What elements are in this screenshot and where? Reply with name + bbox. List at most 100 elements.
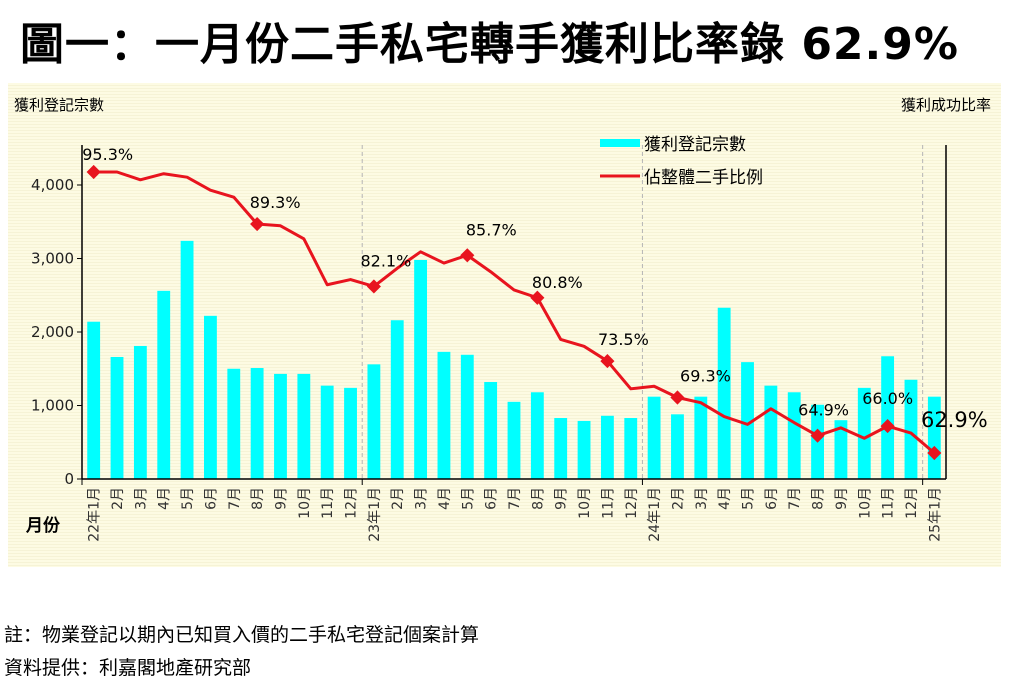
combo-chart: 0 1,000 2,000 3,000 4,000 22年1月 2月 3月 4月 5月 6月 7月 8月… xyxy=(8,83,1001,567)
bar-10 xyxy=(320,385,334,479)
ratio-marker-34 xyxy=(880,419,895,434)
y-axis-title-right: 獲利成功比率 xyxy=(901,96,991,114)
bar-24 xyxy=(647,396,661,479)
bar-17 xyxy=(484,381,498,479)
x-tick-label: 5月 xyxy=(741,487,757,510)
plot-background xyxy=(8,83,1001,567)
x-tick-label: 5月 xyxy=(180,487,196,510)
bar-14 xyxy=(414,259,428,479)
x-tick-label: 12月 xyxy=(624,487,640,519)
legend-swatch-bars xyxy=(600,139,640,147)
x-tick-label: 12月 xyxy=(904,487,920,519)
bar-7 xyxy=(250,368,264,479)
data-label-0: 95.3% xyxy=(82,145,133,164)
ratio-marker-19 xyxy=(530,290,545,305)
x-tick-label: 4月 xyxy=(717,487,733,510)
bar-34 xyxy=(881,356,895,479)
data-label-31: 64.9% xyxy=(798,401,849,420)
x-tick-label: 9月 xyxy=(554,487,570,510)
source-credit: 資料提供：利嘉閣地產研究部 xyxy=(4,657,252,679)
ratio-marker-36 xyxy=(927,445,942,461)
x-tick-label: 3月 xyxy=(694,487,710,510)
x-tick-label: 8月 xyxy=(250,487,266,510)
bar-0 xyxy=(87,321,101,479)
x-tick-label: 4月 xyxy=(437,487,453,510)
bar-12 xyxy=(367,364,381,479)
bar-3 xyxy=(157,290,171,479)
bar-16 xyxy=(460,354,474,479)
bar-27 xyxy=(717,307,731,479)
x-tick-label: 11月 xyxy=(600,487,616,519)
x-tick-label: 3月 xyxy=(133,487,149,510)
bar-21 xyxy=(577,420,591,479)
bar-13 xyxy=(390,320,404,479)
bar-25 xyxy=(671,414,684,479)
x-tick-label: 6月 xyxy=(203,487,219,510)
data-label-16: 85.7% xyxy=(466,220,517,239)
ratio-marker-25 xyxy=(670,390,685,405)
bar-11 xyxy=(344,387,357,479)
bar-20 xyxy=(554,417,568,479)
bar-15 xyxy=(437,351,451,479)
bar-9 xyxy=(297,373,311,479)
x-tick-label: 2月 xyxy=(110,487,126,510)
bar-8 xyxy=(274,373,287,479)
bar-4 xyxy=(180,240,194,479)
data-label-25: 69.3% xyxy=(680,366,731,385)
x-tick-label: 3月 xyxy=(414,487,430,510)
data-label-19: 80.8% xyxy=(532,273,583,292)
x-tick-label: 8月 xyxy=(530,487,546,510)
ratio-marker-22 xyxy=(600,353,615,369)
y-axis-title-left: 獲利登記宗數 xyxy=(14,96,104,114)
bar-5 xyxy=(204,315,217,479)
x-tick-label: 10月 xyxy=(857,487,873,519)
data-label-7: 89.3% xyxy=(250,193,301,212)
data-labels: 95.3% 89.3% 82.1% 85.7% 80.8% 73.5% 69.3% 64.9%… xyxy=(82,145,987,432)
ratio-marker-7 xyxy=(250,216,265,232)
data-label-12: 82.1% xyxy=(360,251,411,270)
bar-6 xyxy=(227,368,241,479)
x-tick-label: 7月 xyxy=(787,487,803,510)
x-tick-label: 7月 xyxy=(507,487,523,510)
x-tick-label: 5月 xyxy=(460,487,476,510)
bar-22 xyxy=(600,415,614,479)
x-tick-label: 4月 xyxy=(157,487,173,510)
x-tick-label: 11月 xyxy=(320,487,336,519)
data-label-22: 73.5% xyxy=(598,330,649,349)
bar-32 xyxy=(834,420,848,479)
bar-26 xyxy=(694,396,708,479)
legend: 獲利登記宗數 佔整體二手比例 xyxy=(600,135,763,188)
chart-area: 0 1,000 2,000 3,000 4,000 22年1月 2月 3月 4月 5月 6月 7月 8月… xyxy=(8,83,1001,567)
y-tick-label: 1,000 xyxy=(31,397,74,415)
x-tick-label: 9月 xyxy=(834,487,850,510)
bar-23 xyxy=(624,417,638,479)
axes: 0 1,000 2,000 3,000 4,000 22年1月 2月 3月 4月 5月 6月 7月 8月… xyxy=(31,145,947,542)
bar-2 xyxy=(133,345,147,479)
legend-label-bars: 獲利登記宗數 xyxy=(644,135,746,155)
x-tick-label: 6月 xyxy=(484,487,500,510)
x-tick-label: 22年1月 xyxy=(87,487,103,542)
bar-28 xyxy=(741,362,754,479)
bar-19 xyxy=(530,392,544,479)
x-tick-label: 6月 xyxy=(764,487,780,510)
bar-29 xyxy=(764,385,778,479)
y-tick-label: 4,000 xyxy=(31,176,74,194)
ratio-marker-16 xyxy=(460,248,475,263)
x-tick-label: 24年1月 xyxy=(647,487,663,542)
x-tick-label: 23年1月 xyxy=(367,487,383,542)
x-tick-label: 9月 xyxy=(273,487,289,510)
x-tick-label: 11月 xyxy=(881,487,897,519)
bar-1 xyxy=(110,356,124,479)
x-tick-label: 12月 xyxy=(344,487,360,519)
ratio-marker-31 xyxy=(810,428,825,443)
x-tick-label: 10月 xyxy=(577,487,593,519)
bar-33 xyxy=(857,387,871,479)
x-tick-label: 2月 xyxy=(390,487,406,510)
x-tick-label: 8月 xyxy=(811,487,827,510)
bar-35 xyxy=(904,379,918,479)
y-tick-label: 0 xyxy=(64,470,74,488)
x-tick-label: 7月 xyxy=(227,487,243,510)
x-tick-label: 25年1月 xyxy=(927,487,943,542)
bar-18 xyxy=(507,401,521,479)
y-tick-label: 2,000 xyxy=(31,323,74,341)
